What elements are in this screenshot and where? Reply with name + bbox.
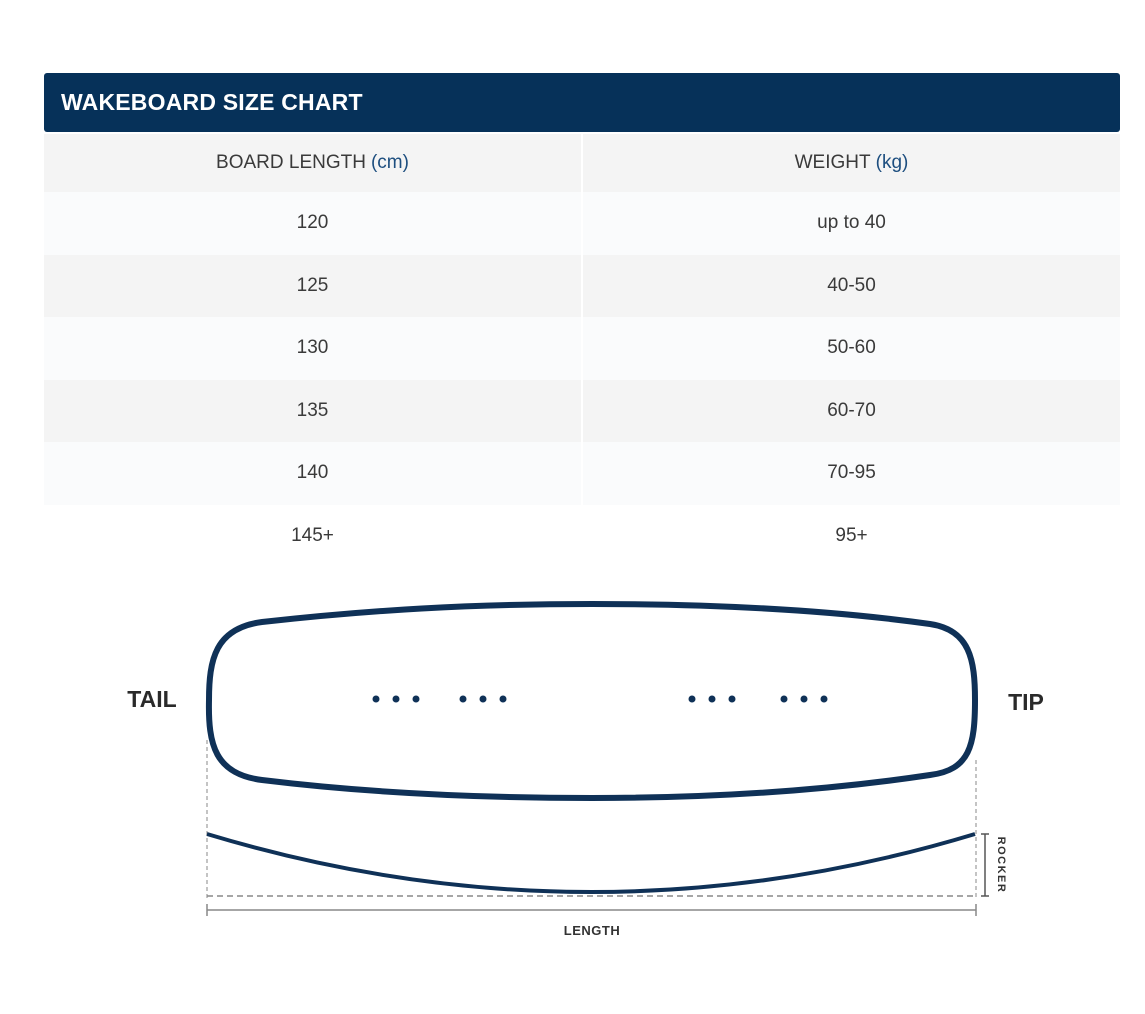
binding-inserts [372,695,828,703]
board-length-cell: 140 [44,442,583,505]
column-label: BOARD LENGTH [216,152,366,173]
column-unit: (cm) [370,152,409,173]
table-row: 145+ 95+ [44,504,1120,567]
board-length-cell: 120 [44,192,583,255]
weight-cell: 60-70 [827,399,876,421]
insert-dot [820,695,828,703]
board-top-outline [205,601,978,801]
weight-cell: 95+ [835,524,868,546]
table-row: 120 up to 40 [44,192,1120,255]
insert-dot [499,695,507,703]
column-label: WEIGHT [794,152,871,173]
table-row: 125 40-50 [44,254,1120,317]
column-header-board-length: BOARD LENGTH (cm) [44,134,583,192]
insert-dot [780,695,788,703]
board-length-cell: 135 [44,379,583,442]
weight-cell: 50-60 [827,337,876,359]
weight-cell: 40-50 [827,274,876,296]
board-length-cell: 145+ [44,504,583,567]
size-chart-table: BOARD LENGTH (cm) WEIGHT (kg) 120 up to … [44,134,1120,567]
size-chart-title: WAKEBOARD SIZE CHART [61,89,363,115]
insert-dot [479,695,487,703]
table-row: 130 50-60 [44,317,1120,380]
insert-dot [800,695,808,703]
insert-dot [392,695,400,703]
tip-label: TIP [1008,689,1044,715]
table-row: 140 70-95 [44,442,1120,505]
column-header-weight: WEIGHT (kg) [583,134,1120,192]
length-label: LENGTH [564,923,620,938]
length-measure [206,904,977,916]
rocker-label: ROCKER [995,837,1007,894]
size-chart-header: WAKEBOARD SIZE CHART [44,73,1120,132]
insert-dot [459,695,467,703]
column-unit: (kg) [875,152,909,173]
weight-cell: 70-95 [827,462,876,484]
tail-label: TAIL [127,686,176,712]
insert-dot [728,695,736,703]
rocker-bracket [981,833,989,897]
insert-dot [412,695,420,703]
insert-dot [688,695,696,703]
table-header-row: BOARD LENGTH (cm) WEIGHT (kg) [44,134,1120,192]
table-row: 135 60-70 [44,379,1120,442]
board-rocker-profile [206,832,976,894]
weight-cell: up to 40 [817,212,886,234]
board-length-cell: 130 [44,317,583,380]
insert-dot [372,695,380,703]
insert-dot [708,695,716,703]
board-length-cell: 125 [44,254,583,317]
